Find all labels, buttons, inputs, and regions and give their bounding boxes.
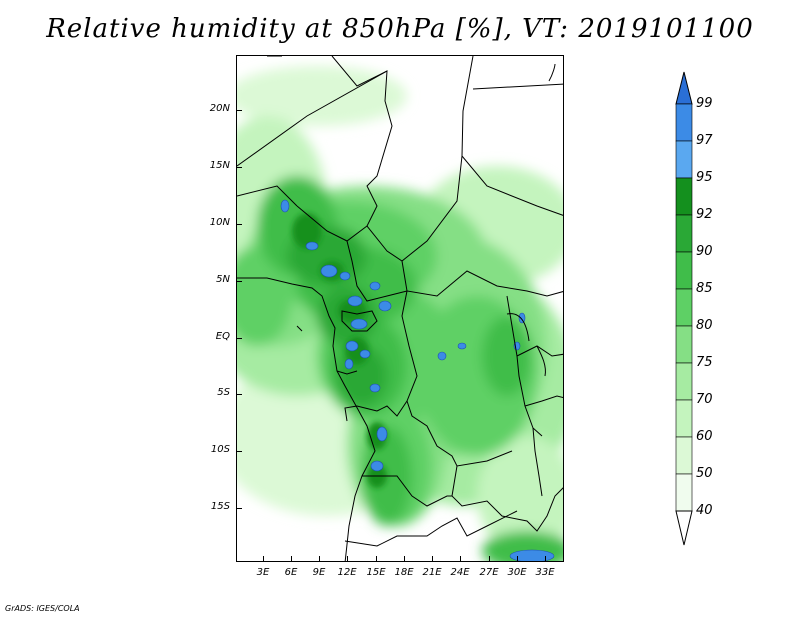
lon-tick [460, 556, 461, 562]
lat-label: 5N [216, 274, 230, 285]
lon-label: 21E [422, 567, 442, 578]
lon-label: 33E [535, 567, 555, 578]
lon-label: 6E [284, 567, 298, 578]
colorbar-segment [675, 251, 693, 290]
lat-label: 10S [210, 444, 230, 455]
lon-label: 3E [256, 567, 270, 578]
lon-label: 27E [479, 567, 499, 578]
lat-label: 5S [217, 387, 230, 398]
lon-tick [432, 556, 433, 562]
lat-label: 10N [209, 217, 230, 228]
lon-label: 15E [366, 567, 386, 578]
lon-tick [545, 556, 546, 562]
colorbar-label: 92 [696, 207, 713, 222]
lat-tick [236, 110, 242, 111]
lat-tick [236, 508, 242, 509]
lon-tick [517, 556, 518, 562]
colorbar-segment [675, 325, 693, 364]
lon-tick [263, 556, 264, 562]
lat-tick [236, 394, 242, 395]
colorbar-segment [675, 214, 693, 253]
humidity-field [237, 56, 563, 561]
colorbar-label: 80 [696, 318, 713, 333]
colorbar-segment [675, 140, 693, 179]
colorbar-segment [675, 436, 693, 475]
colorbar-label: 99 [696, 96, 713, 111]
credit-text: GrADS: IGES/COLA [5, 604, 80, 613]
colorbar-label: 90 [696, 244, 713, 259]
lon-label: 18E [394, 567, 414, 578]
lon-tick [404, 556, 405, 562]
colorbar-label: 95 [696, 170, 713, 185]
colorbar-label: 75 [696, 355, 713, 370]
colorbar-segment [675, 177, 693, 216]
map-panel [236, 55, 564, 562]
colorbar-label: 50 [696, 466, 713, 481]
colorbar-label: 97 [696, 133, 713, 148]
lon-label: 12E [337, 567, 357, 578]
lon-tick [319, 556, 320, 562]
colorbar-label: 60 [696, 429, 713, 444]
colorbar-label: 40 [696, 503, 713, 518]
colorbar-bottom-arrow [675, 510, 693, 546]
colorbar-segment [675, 362, 693, 401]
lat-tick [236, 281, 242, 282]
colorbar-label: 85 [696, 281, 713, 296]
lat-label: 15S [210, 501, 230, 512]
lon-label: 24E [450, 567, 470, 578]
colorbar-top-arrow [675, 71, 693, 105]
lon-tick [347, 556, 348, 562]
lon-tick [489, 556, 490, 562]
colorbar-segment [675, 473, 693, 512]
lat-label: 15N [209, 160, 230, 171]
chart-title: Relative humidity at 850hPa [%], VT: 201… [46, 14, 754, 44]
lat-tick [236, 451, 242, 452]
colorbar-label: 70 [696, 392, 713, 407]
colorbar [675, 71, 693, 546]
lon-tick [376, 556, 377, 562]
lat-tick [236, 338, 242, 339]
lon-tick [291, 556, 292, 562]
lon-label: 30E [507, 567, 527, 578]
colorbar-segment [675, 288, 693, 327]
lon-label: 9E [312, 567, 326, 578]
lat-label: 20N [209, 103, 230, 114]
lat-tick [236, 167, 242, 168]
lat-tick [236, 224, 242, 225]
colorbar-segment [675, 399, 693, 438]
lat-label: EQ [215, 331, 230, 342]
colorbar-segment [675, 103, 693, 142]
